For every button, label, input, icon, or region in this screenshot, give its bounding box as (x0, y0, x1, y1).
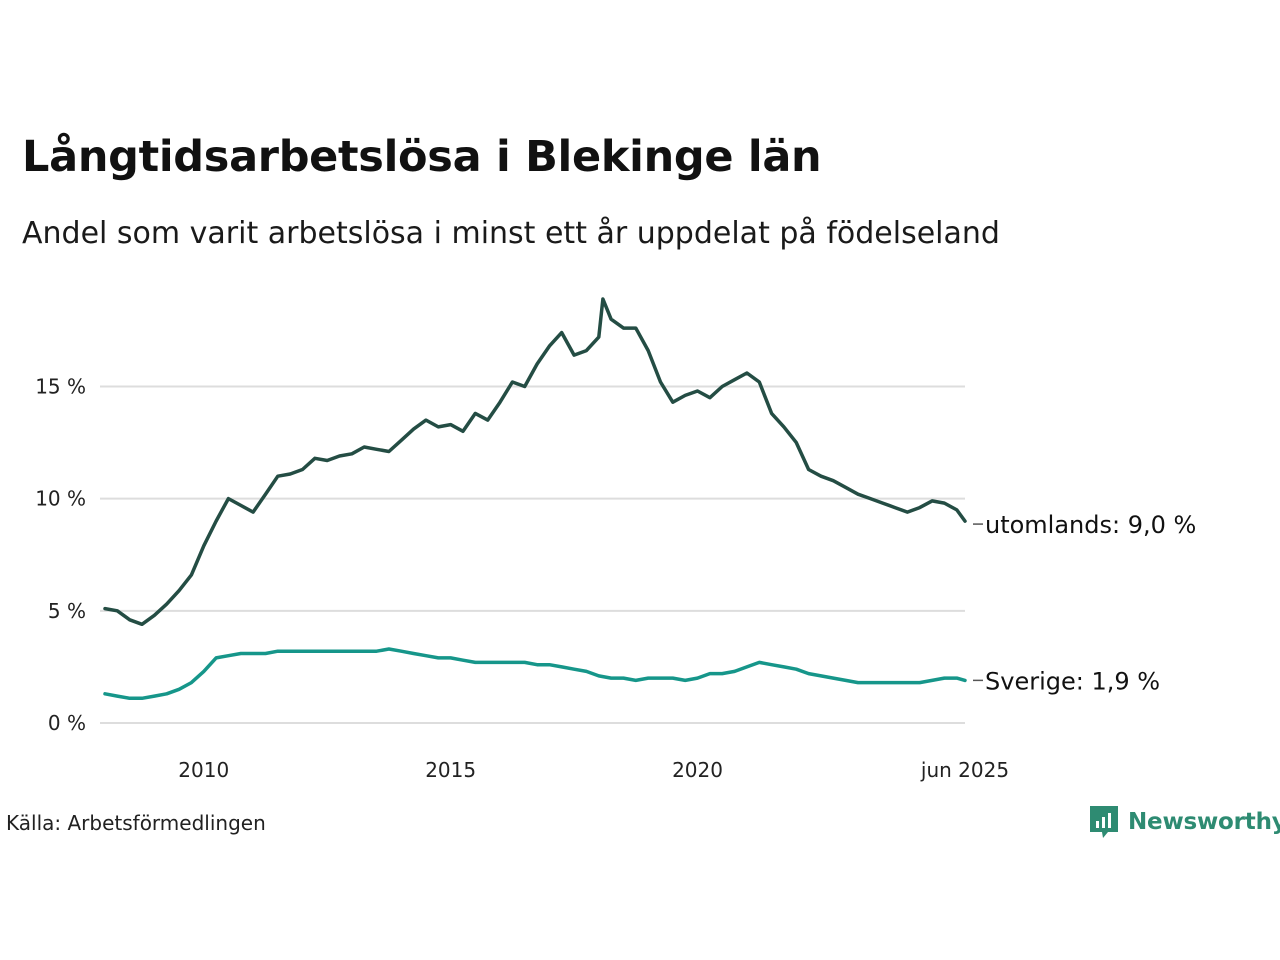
series-lines (103, 297, 967, 701)
series-end-labels: utomlands: 9,0 % Sverige: 1,9 % (973, 511, 1196, 695)
y-tick-label: 0 % (48, 711, 86, 735)
x-tick-label: 2015 (425, 758, 476, 782)
y-tick-label: 10 % (35, 487, 86, 511)
brand-name: Newsworthy (1128, 809, 1280, 835)
source-note: Källa: Arbetsförmedlingen (6, 811, 266, 835)
end-label-utomlands: utomlands: 9,0 % (985, 511, 1196, 539)
x-axis-ticks: 2010 2015 2020 jun 2025 (178, 758, 1009, 782)
series-line-utomlands (103, 297, 967, 627)
end-label-sverige: Sverige: 1,9 % (985, 667, 1160, 695)
y-tick-label: 15 % (35, 374, 86, 398)
chart-title: Långtidsarbetslösa i Blekinge län (22, 132, 822, 182)
brand-logo: Newsworthy (1088, 804, 1280, 840)
gridlines (100, 385, 965, 724)
x-tick-label: 2010 (178, 758, 229, 782)
y-tick-label: 5 % (48, 599, 86, 623)
y-axis-ticks: 0 % 5 % 10 % 15 % (35, 374, 86, 735)
newsworthy-logo-icon (1090, 806, 1118, 838)
x-tick-label: jun 2025 (920, 758, 1009, 782)
chart-subtitle: Andel som varit arbetslösa i minst ett å… (22, 216, 1000, 251)
x-tick-label: 2020 (672, 758, 723, 782)
series-line-sverige (103, 647, 967, 701)
